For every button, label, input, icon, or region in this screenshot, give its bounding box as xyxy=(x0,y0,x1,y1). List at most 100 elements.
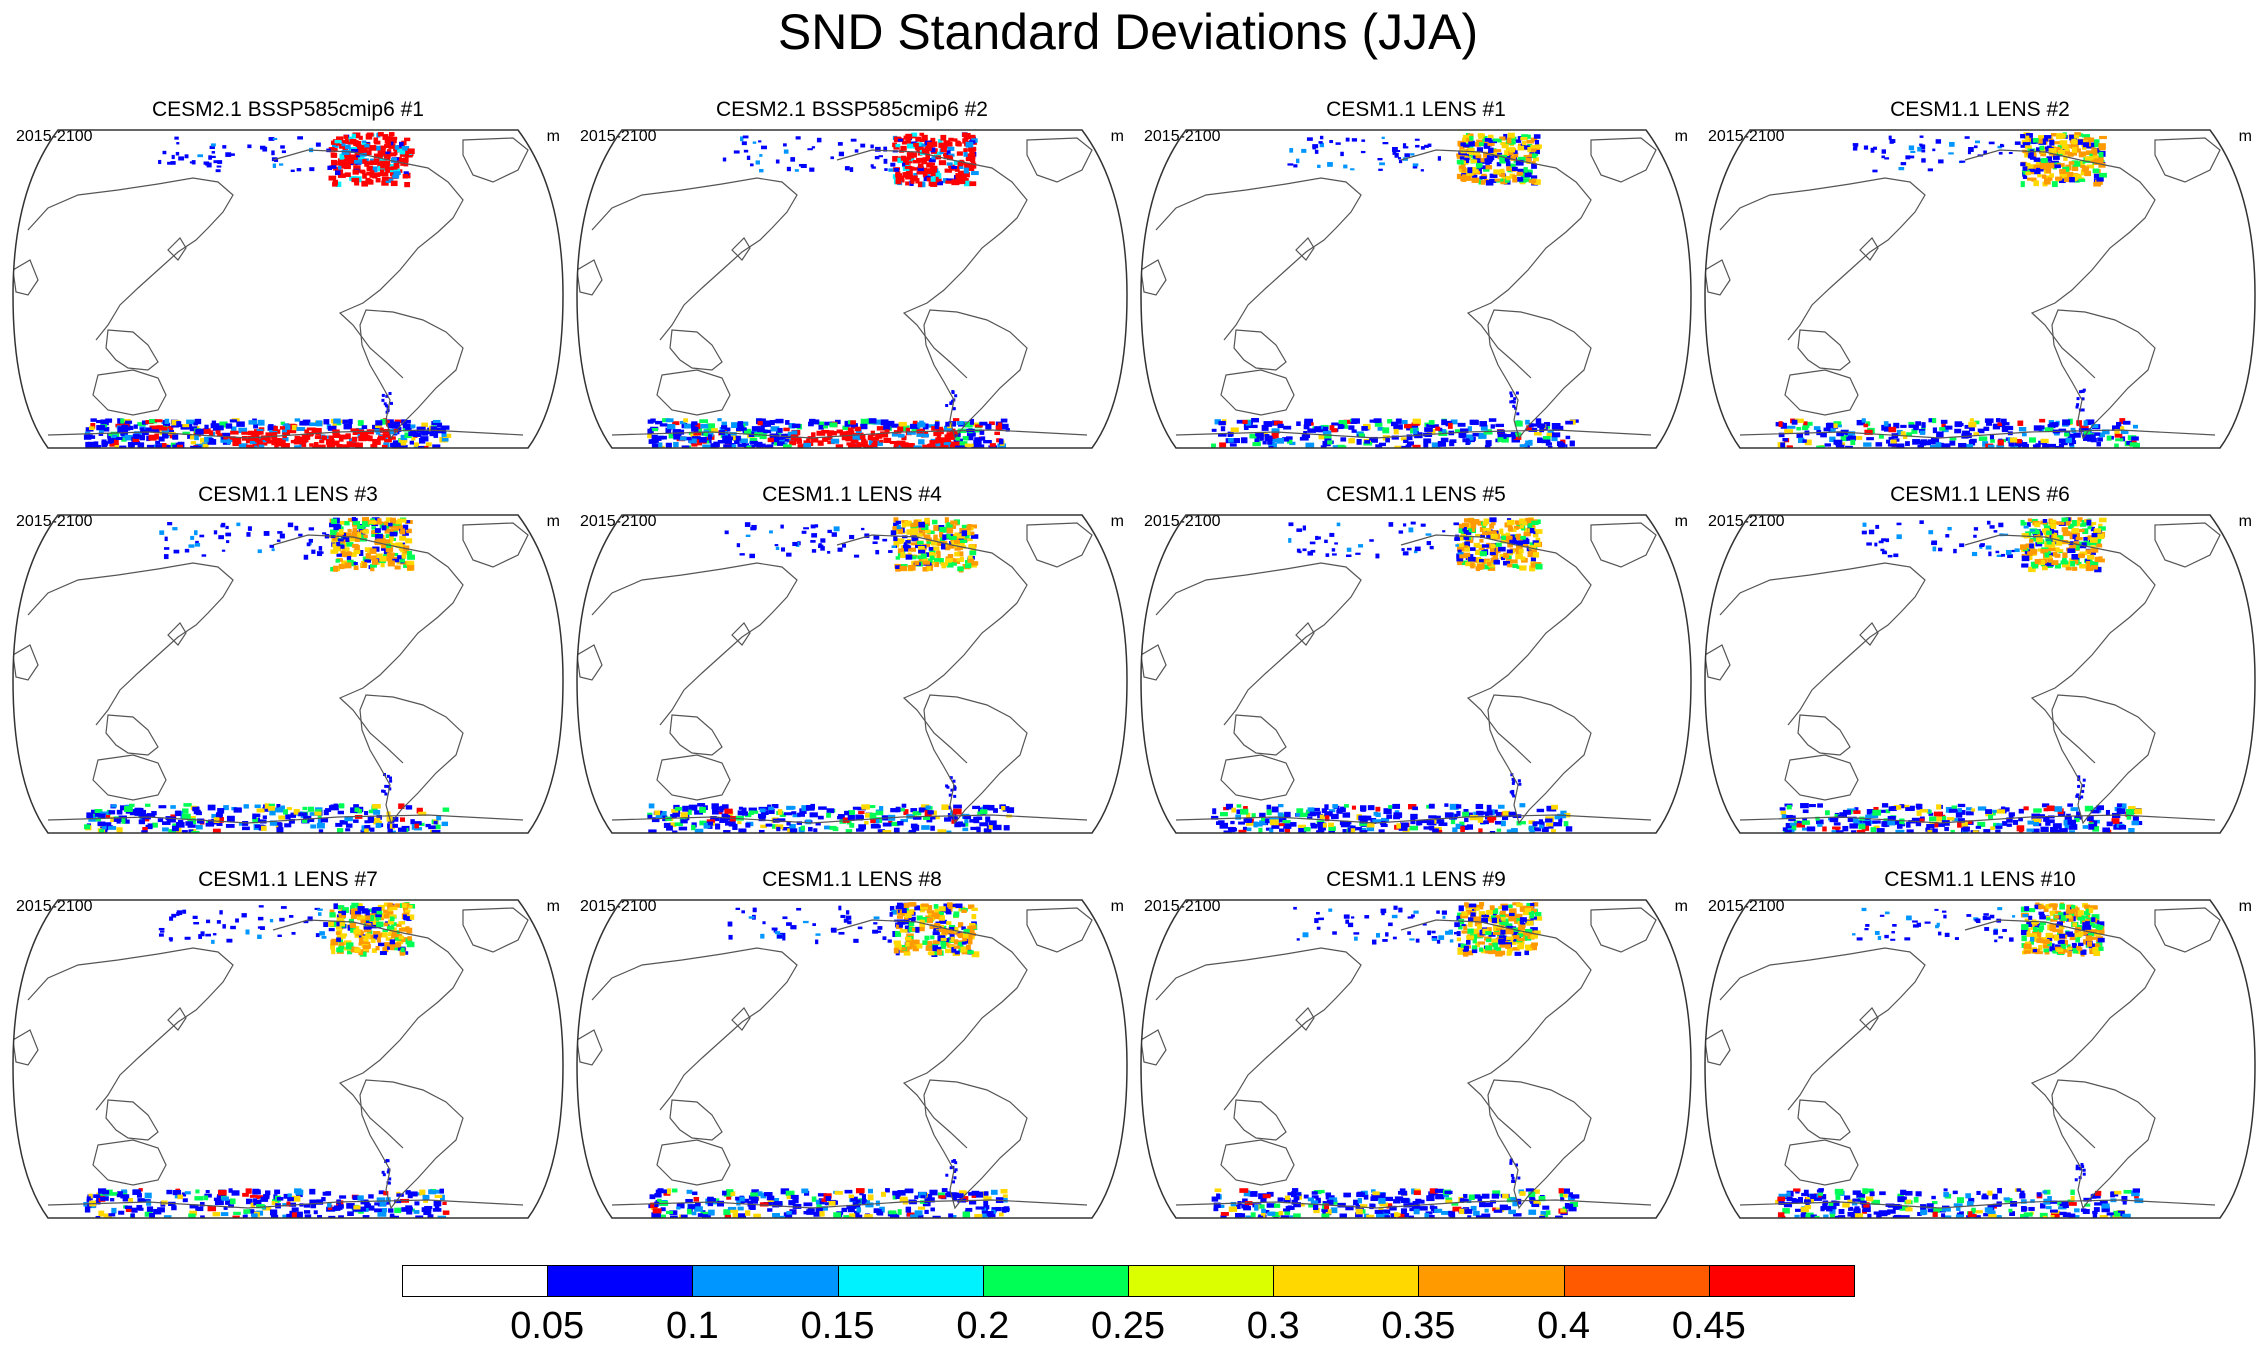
data-cell xyxy=(2106,821,2113,827)
data-cell xyxy=(949,401,953,405)
data-cell xyxy=(1535,529,1543,534)
data-cell xyxy=(924,168,932,174)
data-cell xyxy=(1802,809,1809,814)
data-cell xyxy=(901,435,907,441)
data-cell xyxy=(395,427,402,433)
data-cell xyxy=(331,165,337,169)
data-cell xyxy=(948,793,952,797)
data-cell xyxy=(725,441,731,447)
data-cell xyxy=(1957,803,1966,808)
data-cell xyxy=(2031,828,2040,833)
data-cell xyxy=(382,789,386,793)
data-cell xyxy=(720,425,728,430)
data-cell xyxy=(89,426,95,431)
data-cell xyxy=(386,167,394,171)
data-cell xyxy=(346,945,352,950)
data-cell xyxy=(1516,565,1521,569)
data-cell xyxy=(134,807,142,812)
data-cell xyxy=(368,809,378,814)
data-cell xyxy=(1780,442,1786,448)
data-cell xyxy=(359,432,369,439)
data-cell xyxy=(1452,827,1458,833)
data-cell xyxy=(1885,538,1890,543)
data-cell xyxy=(2085,150,2093,155)
data-cell xyxy=(1791,419,1798,425)
data-cell xyxy=(898,421,907,427)
data-cell xyxy=(1515,543,1521,549)
coastline xyxy=(105,714,159,756)
data-cell xyxy=(658,442,663,448)
data-cell xyxy=(2049,527,2055,534)
data-cell xyxy=(194,530,198,536)
panel-title: CESM1.1 LENS #4 xyxy=(762,483,942,506)
data-cell xyxy=(933,558,940,562)
data-cell xyxy=(389,906,398,911)
data-cell xyxy=(1409,825,1419,831)
data-cell xyxy=(1828,428,1836,433)
data-cell xyxy=(245,439,253,444)
data-cell xyxy=(116,827,123,833)
data-cell xyxy=(750,163,754,167)
data-cell xyxy=(2070,807,2079,812)
data-cell xyxy=(951,399,955,403)
data-cell xyxy=(2027,820,2034,825)
data-cell xyxy=(2061,145,2069,150)
data-cell xyxy=(435,824,441,830)
data-cell xyxy=(1516,171,1523,176)
data-cell xyxy=(291,424,297,431)
data-cell xyxy=(2096,805,2104,811)
data-cell xyxy=(387,436,396,440)
data-cell xyxy=(340,434,350,438)
data-cell xyxy=(2054,164,2061,169)
data-cell xyxy=(262,146,268,152)
data-cell xyxy=(2025,162,2031,167)
data-cell xyxy=(934,172,942,179)
data-cell xyxy=(381,444,388,448)
data-cell xyxy=(1504,537,1512,541)
data-cell xyxy=(208,819,215,825)
data-cell xyxy=(1402,551,1409,556)
data-cell xyxy=(348,918,354,923)
data-cell xyxy=(1531,153,1537,159)
data-cell xyxy=(750,440,758,445)
data-cell xyxy=(2098,523,2103,527)
data-cell xyxy=(920,553,927,559)
data-cell xyxy=(1966,807,1973,811)
data-cell xyxy=(895,556,900,560)
data-cell xyxy=(376,921,384,928)
data-cell xyxy=(117,426,126,432)
data-cell xyxy=(1331,548,1336,552)
data-cell xyxy=(813,828,818,833)
data-cell xyxy=(371,559,379,565)
data-cell xyxy=(2072,161,2081,167)
data-cell xyxy=(691,426,697,432)
data-cell xyxy=(911,132,918,137)
data-cell xyxy=(271,438,280,445)
data-cell xyxy=(665,427,672,434)
data-cell xyxy=(341,553,348,558)
data-cell xyxy=(863,445,872,448)
data-cell xyxy=(1531,175,1538,179)
data-cell xyxy=(786,166,791,172)
data-cell xyxy=(1532,534,1539,538)
data-cell xyxy=(403,171,409,176)
data-cell xyxy=(980,436,986,441)
data-cell xyxy=(2094,179,2103,185)
data-cell xyxy=(392,556,398,561)
data-cell xyxy=(424,445,429,448)
data-cell xyxy=(320,818,329,823)
data-cell xyxy=(1511,434,1516,439)
data-cell xyxy=(918,549,926,554)
data-cell xyxy=(2016,825,2025,832)
data-cell xyxy=(1392,147,1398,152)
data-cell xyxy=(968,537,973,542)
data-cell xyxy=(703,431,708,437)
data-cell xyxy=(993,808,998,813)
data-cell xyxy=(1936,823,1945,827)
data-cell xyxy=(350,807,358,814)
data-cell xyxy=(1360,808,1366,812)
data-cell xyxy=(204,436,213,443)
data-cell xyxy=(910,523,917,528)
data-cell xyxy=(2054,445,2060,448)
data-cell xyxy=(385,178,394,183)
